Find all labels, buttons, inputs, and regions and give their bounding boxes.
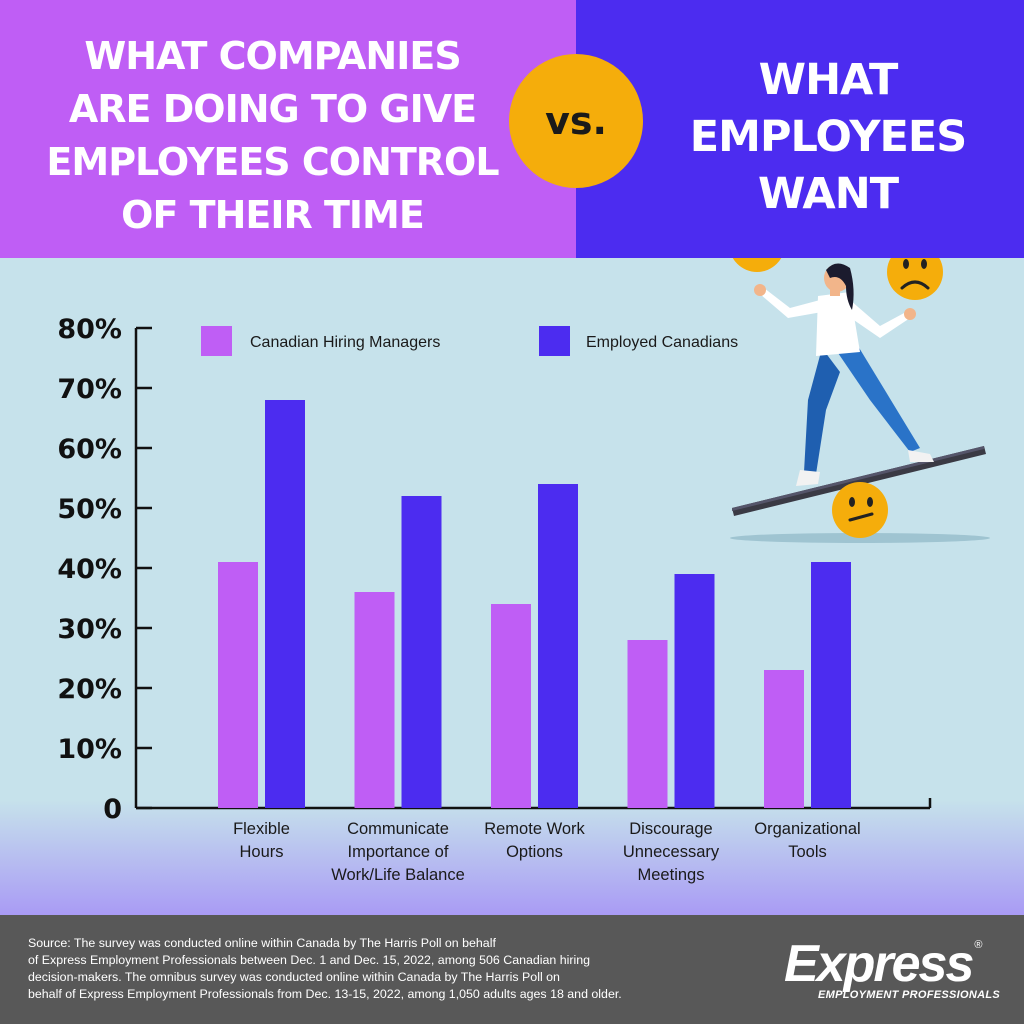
sad-emoji-icon xyxy=(887,258,943,300)
vs-badge: vs. xyxy=(509,54,643,188)
left-title-line: ARE DOING TO GIVE xyxy=(68,87,477,131)
x-tick-label: Discourage Unnecessary Meetings xyxy=(623,820,720,884)
legend-swatch-employed-canadians xyxy=(539,326,570,356)
left-header-title: WHAT COMPANIES ARE DOING TO GIVE EMPLOYE… xyxy=(30,30,515,242)
chart-bottom-gradient xyxy=(0,800,1024,915)
woman-balancing-icon xyxy=(730,263,990,543)
logo-registered-mark: ® xyxy=(974,939,983,951)
express-logo: Express ® EMPLOYMENT PROFESSIONALS xyxy=(784,938,1004,1001)
x-tick-label: Communicate Importance of Work/Life Balanc… xyxy=(331,820,465,884)
neutral-emoji-icon xyxy=(832,482,888,538)
y-tick-label: 0 xyxy=(103,794,122,825)
bar-employed-canadians xyxy=(811,562,851,808)
y-tick-label: 70% xyxy=(57,374,122,405)
legend-label-employed-canadians: Employed Canadians xyxy=(586,334,738,351)
right-header-panel xyxy=(576,0,1024,258)
x-tick-label: Organizational Tools xyxy=(754,820,860,861)
bar-employed-canadians xyxy=(401,496,442,808)
right-title-line: EMPLOYEES xyxy=(689,112,967,162)
right-title-line: WHAT xyxy=(758,55,899,105)
logo-subtitle: EMPLOYMENT PROFESSIONALS xyxy=(818,989,1000,1001)
bars xyxy=(218,400,851,808)
bar-hiring-managers xyxy=(218,562,258,808)
legend-label-hiring-managers: Canadian Hiring Managers xyxy=(250,334,440,351)
left-title-line: WHAT COMPANIES xyxy=(84,34,461,78)
y-tick-label: 20% xyxy=(57,674,122,705)
y-tick-label: 60% xyxy=(57,434,122,465)
source-line: of Express Employment Professionals betw… xyxy=(28,953,591,967)
source-line: decision-makers. The omnibus survey was … xyxy=(28,970,560,984)
y-tick-label: 10% xyxy=(57,734,122,765)
right-title-line: WANT xyxy=(757,169,899,219)
bar-employed-canadians xyxy=(265,400,305,808)
y-tick-label: 40% xyxy=(57,554,122,585)
y-ticks: 0 10% 20% 30% 40% 50% 60% 70% 80% xyxy=(57,314,152,825)
bar-hiring-managers xyxy=(764,670,804,808)
left-header-panel: WHAT COMPANIES ARE DOING TO GIVE EMPLOYE… xyxy=(0,0,576,258)
y-tick-label: 30% xyxy=(57,614,122,645)
x-tick-label: Remote Work Options xyxy=(484,820,585,861)
bar-hiring-managers xyxy=(491,604,531,808)
y-tick-label: 80% xyxy=(57,314,122,345)
bar-hiring-managers xyxy=(354,592,395,808)
y-tick-label: 50% xyxy=(57,494,122,525)
source-text: Source: The survey was conducted online … xyxy=(28,935,728,1003)
bar-chart: 0 10% 20% 30% 40% 50% 60% 70% 80% Flexible Hours C… xyxy=(57,258,990,884)
bar-employed-canadians xyxy=(674,574,715,808)
footer: Source: The survey was conducted online … xyxy=(0,915,1024,1024)
x-tick-label: Flexible Hours xyxy=(233,820,290,861)
legend-swatch-hiring-managers xyxy=(201,326,232,356)
bar-employed-canadians xyxy=(538,484,578,808)
right-header-title: WHAT EMPLOYEES WANT xyxy=(668,52,988,223)
happy-emoji-icon xyxy=(732,258,782,272)
source-line: behalf of Express Employment Professiona… xyxy=(28,987,622,1001)
x-labels: Flexible Hours Communicate Importance of Wor… xyxy=(233,820,861,884)
logo-word: Express xyxy=(784,935,974,993)
bar-hiring-managers xyxy=(627,640,668,808)
legend: Canadian Hiring Managers Employed Canadi… xyxy=(201,326,738,356)
left-title-line: OF THEIR TIME xyxy=(121,193,425,237)
source-line: Source: The survey was conducted online … xyxy=(28,936,496,950)
left-title-line: EMPLOYEES CONTROL xyxy=(46,140,499,184)
